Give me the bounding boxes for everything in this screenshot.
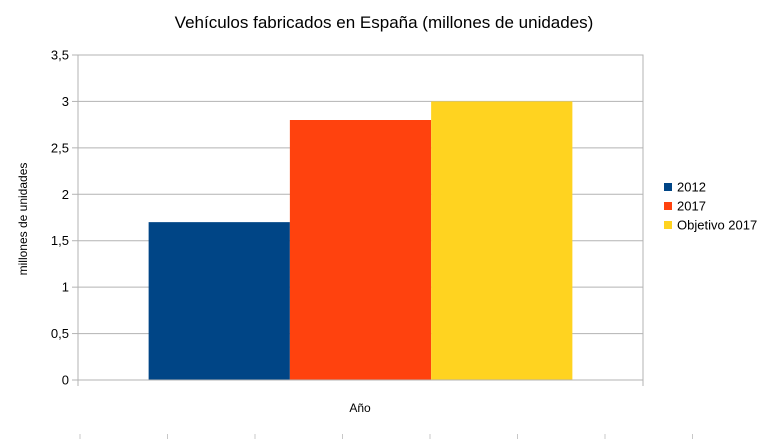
legend-label: 2012 [677,180,706,195]
legend-label: 2017 [677,199,706,214]
plot-frame [77,54,644,381]
y-tick-label: 3 [62,94,69,109]
bar-objetivo-2017 [431,101,573,380]
y-tick-label: 2 [62,187,69,202]
legend-swatch [664,221,672,229]
bottom-tick-marks [79,434,693,439]
legend-swatch [664,183,672,191]
bar-2017 [289,120,432,380]
bars [77,101,644,386]
x-axis-label: Año [349,401,371,415]
y-tick-label: 0,5 [51,326,69,341]
y-tick-label: 0 [62,373,69,388]
legend-label: Objetivo 2017 [677,218,757,233]
y-tick-label: 1 [62,280,69,295]
y-axis-ticks: 0 0,5 1 1,5 2 2,5 3 3,5 [51,48,78,388]
y-tick-label: 3,5 [51,48,69,63]
chart-title: Vehículos fabricados en España (millones… [175,13,594,32]
y-tick-label: 2,5 [51,140,69,155]
y-axis-label: millones de unidades [16,163,30,276]
bar-2012 [148,222,290,380]
y-tick-label: 1,5 [51,233,69,248]
legend-swatch [664,202,672,210]
legend: 2012 2017 Objetivo 2017 [664,180,757,233]
